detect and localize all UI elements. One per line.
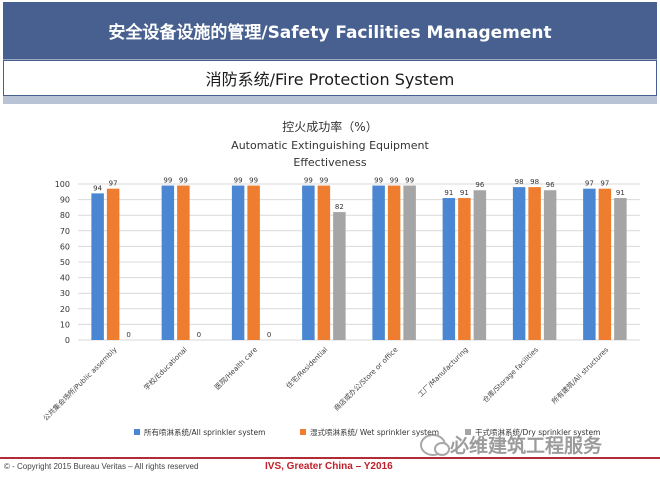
legend-label: 所有喷淋系统/All sprinkler system [144,427,265,437]
bar [161,185,175,340]
bar-value-label: 0 [126,331,130,339]
y-tick-label: 20 [60,305,70,314]
bar-value-label: 94 [93,184,102,192]
legend-swatch [465,429,471,435]
x-category-label: 所有建筑/All structures [550,345,611,406]
slide-title-bar: 安全设备设施的管理/Safety Facilities Management [3,2,657,61]
bar [91,193,104,340]
wechat-icon [420,433,450,456]
bar [247,185,260,340]
bar-value-label: 99 [163,177,172,185]
bar [317,185,331,340]
x-category-label: 学校/Educational [142,345,189,392]
bar-value-label: 91 [616,189,625,197]
bar-value-label: 99 [304,177,313,185]
bar-value-label: 98 [530,178,539,186]
bar [598,188,612,340]
bar [177,185,190,340]
legend-swatch [300,429,306,435]
bar [473,190,487,340]
slide-subtitle-box: 消防系统/Fire Protection System [3,60,657,96]
subtitle-shadow-band [3,96,657,104]
bar-value-label: 91 [444,189,453,197]
footer-divider [0,457,660,459]
bar-value-label: 96 [546,181,555,189]
bar-value-label: 99 [390,177,399,185]
bar [231,185,245,340]
x-category-label: 工厂/Manufacturing [417,346,470,399]
bar-value-label: 0 [197,331,201,339]
y-tick-label: 50 [60,258,70,267]
y-tick-label: 90 [60,196,70,205]
legend-swatch [134,429,140,435]
watermark: 必维建筑工程服务 [420,431,602,458]
bar [583,188,596,340]
bar-value-label: 99 [249,177,258,185]
bar-value-label: 99 [405,177,414,185]
bar [403,185,416,340]
bar-value-label: 97 [585,180,594,188]
y-tick-label: 10 [60,320,70,329]
bar [614,198,627,340]
bar [442,198,456,340]
x-category-label: 医院/Health care [213,345,259,391]
bar-value-label: 0 [267,331,271,339]
bar-value-label: 99 [319,177,328,185]
watermark-text: 必维建筑工程服务 [450,435,603,457]
legend-label: 干式喷淋系统/Dry sprinkler system [475,427,600,437]
bar [543,190,557,340]
bar-value-label: 96 [475,181,484,189]
bar [458,198,471,340]
y-tick-label: 60 [60,242,70,251]
y-tick-label: 100 [55,180,70,189]
bar-value-label: 97 [600,180,609,188]
x-category-label: 公共集会场所/Public assembly [41,345,118,422]
chart-title: 控火成功率（%） [282,119,377,134]
x-category-label: 仓库/Storage facilities [481,345,541,405]
y-tick-label: 70 [60,227,70,236]
slide-subtitle: 消防系统/Fire Protection System [205,70,455,89]
chart-subtitle-line1: Automatic Extinguishing Equipment [231,139,429,152]
slide-title: 安全设备设施的管理/Safety Facilities Management [108,23,552,43]
bar [528,187,541,340]
x-category-label: 住宅/Residential [284,345,329,390]
bar-value-label: 91 [460,189,469,197]
bar [106,188,120,340]
bar-value-label: 99 [234,177,243,185]
footer-center-text: IVS, Greater China – Y2016 [265,461,393,472]
chart-subtitle-line2: Effectiveness [293,156,366,169]
bar-value-label: 99 [179,177,188,185]
bar-value-label: 98 [515,178,524,186]
bar-value-label: 99 [374,177,383,185]
bar [512,187,526,340]
bar-value-label: 82 [335,203,344,211]
y-tick-label: 30 [60,289,70,298]
y-tick-label: 0 [65,336,70,345]
y-tick-label: 40 [60,274,70,283]
bar [333,212,346,340]
bar [302,185,315,340]
footer-copyright: © - Copyright 2015 Bureau Veritas – All … [4,462,199,471]
bar [372,185,385,340]
x-category-label: 商店或办公/Store or office [332,345,400,413]
chart-canvas: 控火成功率（%） Automatic Extinguishing Equipmen… [41,119,640,437]
bar-value-label: 97 [109,180,118,188]
y-tick-label: 80 [60,211,70,220]
bar [387,185,401,340]
legend-label: 湿式喷淋系统/ Wet sprinkler system [310,427,439,437]
